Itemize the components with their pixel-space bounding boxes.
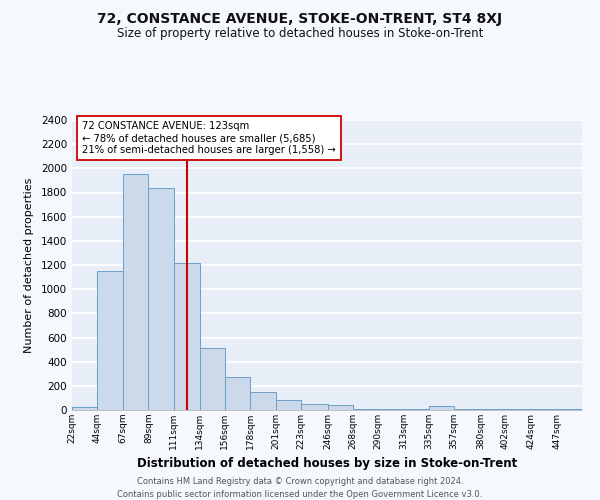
Bar: [225, 378, 250, 410]
Text: 72 CONSTANCE AVENUE: 123sqm
← 78% of detached houses are smaller (5,685)
21% of : 72 CONSTANCE AVENUE: 123sqm ← 78% of det…: [82, 122, 336, 154]
Bar: [429, 406, 454, 410]
Bar: [72, 407, 97, 410]
Bar: [378, 409, 404, 410]
Text: Contains public sector information licensed under the Open Government Licence v3: Contains public sector information licen…: [118, 490, 482, 499]
Bar: [250, 392, 276, 410]
Bar: [148, 188, 173, 410]
X-axis label: Distribution of detached houses by size in Stoke-on-Trent: Distribution of detached houses by size …: [137, 458, 517, 470]
Text: Size of property relative to detached houses in Stoke-on-Trent: Size of property relative to detached ho…: [117, 28, 483, 40]
Bar: [301, 404, 328, 410]
Text: Contains HM Land Registry data © Crown copyright and database right 2024.: Contains HM Land Registry data © Crown c…: [137, 478, 463, 486]
Bar: [276, 400, 301, 410]
Y-axis label: Number of detached properties: Number of detached properties: [24, 178, 34, 352]
Bar: [200, 348, 225, 410]
Bar: [173, 262, 200, 410]
Bar: [97, 271, 124, 410]
Text: 72, CONSTANCE AVENUE, STOKE-ON-TRENT, ST4 8XJ: 72, CONSTANCE AVENUE, STOKE-ON-TRENT, ST…: [97, 12, 503, 26]
Bar: [124, 174, 148, 410]
Bar: [328, 405, 353, 410]
